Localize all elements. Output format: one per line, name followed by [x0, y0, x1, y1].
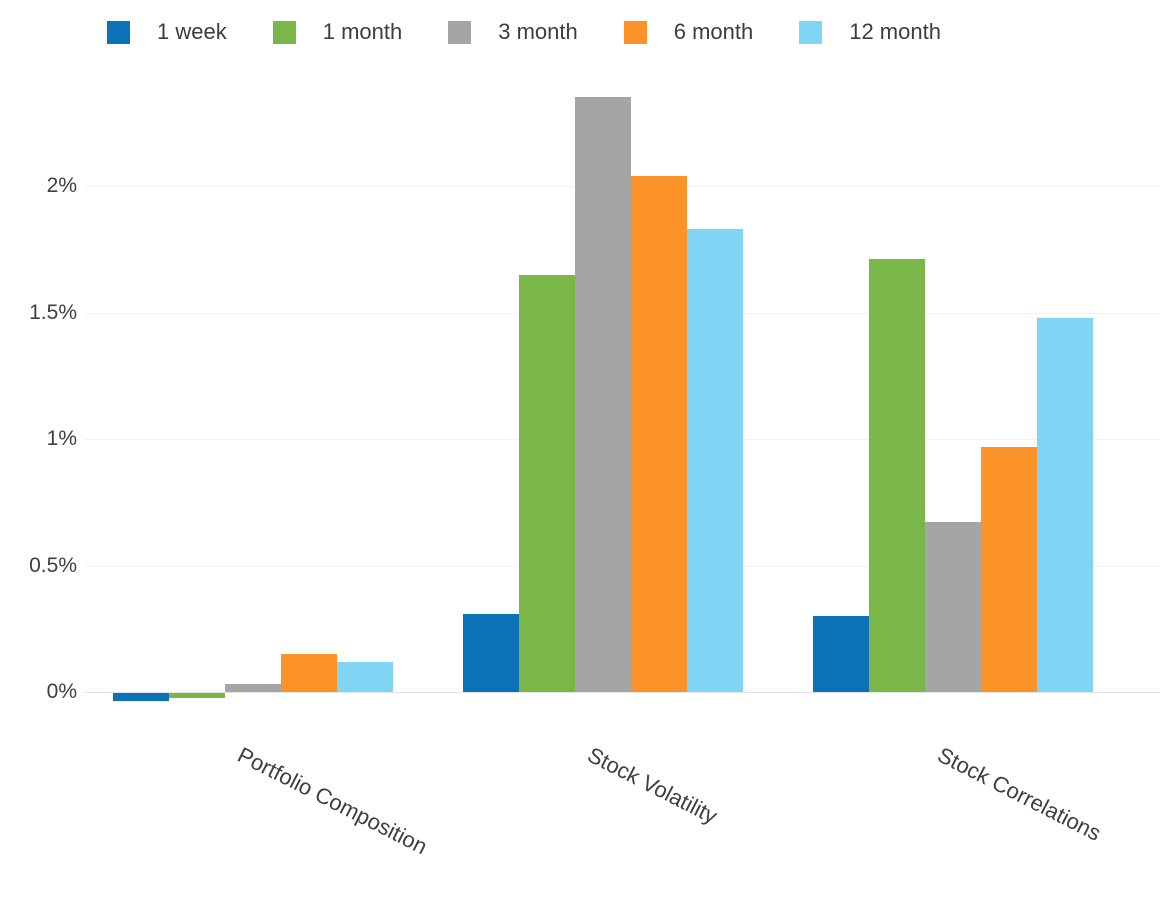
- bar-stock-correlations-1-week[interactable]: [813, 616, 869, 692]
- bar-stock-volatility-3-month[interactable]: [575, 97, 631, 692]
- y-tick-label-1-5-: 1.5%: [29, 301, 77, 324]
- legend-item-3-month[interactable]: 3 month: [448, 19, 578, 45]
- x-tick-label-stock-correlations: Stock Correlations: [933, 742, 1106, 846]
- legend-label-6-month: 6 month: [673, 19, 754, 44]
- legend-item-1-week[interactable]: 1 week: [107, 19, 227, 45]
- x-tick-label-stock-volatility: Stock Volatility: [583, 742, 722, 829]
- bar-portfolio-composition-6-month[interactable]: [281, 654, 337, 692]
- legend-label-12-month: 12 month: [849, 19, 941, 44]
- legend-item-6-month[interactable]: 6 month: [623, 19, 754, 45]
- bar-stock-volatility-1-month[interactable]: [519, 275, 575, 692]
- bar-portfolio-composition-1-month[interactable]: [169, 693, 225, 698]
- legend-swatch-6-month: [623, 20, 647, 44]
- y-tick-label-0-: 0%: [46, 680, 77, 703]
- bar-stock-volatility-12-month[interactable]: [687, 229, 743, 692]
- bar-stock-volatility-1-week[interactable]: [463, 614, 519, 692]
- legend-item-12-month[interactable]: 12 month: [799, 19, 941, 45]
- legend-swatch-1-month: [272, 20, 296, 44]
- bar-stock-correlations-12-month[interactable]: [1037, 318, 1093, 692]
- x-axis-baseline: [85, 692, 1160, 693]
- legend-label-1-week: 1 week: [157, 19, 227, 44]
- bar-stock-volatility-6-month[interactable]: [631, 176, 687, 692]
- bar-portfolio-composition-12-month[interactable]: [337, 662, 393, 692]
- chart-legend: 1 week 1 month 3 month 6 month 12 month: [107, 19, 941, 45]
- bar-portfolio-composition-1-week[interactable]: [113, 693, 169, 701]
- y-tick-label-0-5-: 0.5%: [29, 554, 77, 577]
- legend-swatch-1-week: [107, 20, 130, 44]
- bar-stock-correlations-3-month[interactable]: [925, 522, 981, 692]
- bar-portfolio-composition-3-month[interactable]: [225, 684, 281, 692]
- x-tick-label-portfolio-composition: Portfolio Composition: [233, 742, 432, 860]
- legend-swatch-3-month: [448, 20, 472, 44]
- legend-item-1-month[interactable]: 1 month: [272, 19, 403, 45]
- bar-stock-correlations-1-month[interactable]: [869, 259, 925, 692]
- y-tick-label-1-: 1%: [46, 427, 77, 450]
- legend-swatch-12-month: [799, 20, 823, 44]
- bar-stock-correlations-6-month[interactable]: [981, 447, 1037, 692]
- y-tick-label-2-: 2%: [46, 174, 77, 197]
- legend-label-1-month: 1 month: [322, 19, 403, 44]
- legend-label-3-month: 3 month: [498, 19, 578, 44]
